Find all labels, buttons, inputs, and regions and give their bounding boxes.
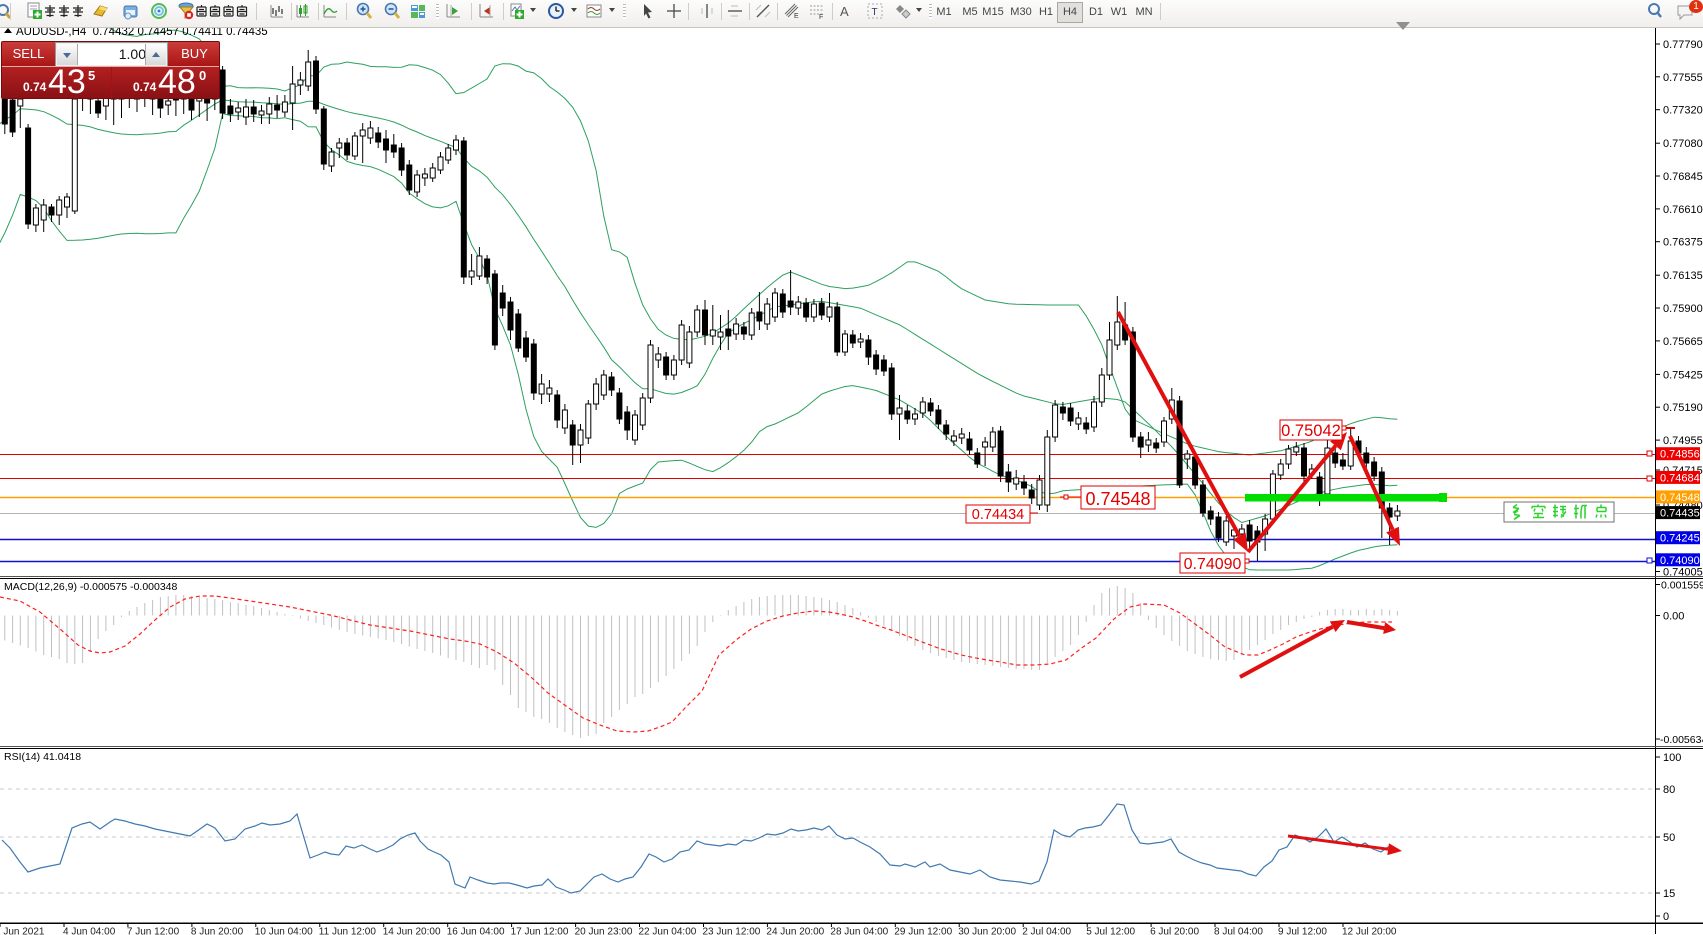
svg-text:0.74955: 0.74955 [1663, 435, 1703, 447]
svg-text:0.76375: 0.76375 [1663, 237, 1703, 249]
svg-text:50: 50 [1663, 832, 1675, 844]
svg-text:0.76610: 0.76610 [1663, 204, 1703, 216]
svg-text:9 Jul 12:00: 9 Jul 12:00 [1278, 927, 1327, 935]
svg-text:0.75665: 0.75665 [1663, 336, 1703, 348]
svg-text:0.74434: 0.74434 [972, 507, 1024, 523]
svg-text:0.74548: 0.74548 [1660, 492, 1700, 504]
svg-text:E: E [794, 13, 799, 20]
svg-text:0.77320: 0.77320 [1663, 105, 1703, 117]
svg-text:F: F [819, 14, 823, 20]
svg-text:16 Jun 04:00: 16 Jun 04:00 [447, 927, 505, 935]
svg-text:8 Jun 20:00: 8 Jun 20:00 [191, 927, 244, 935]
svg-text:RSI(14) 41.0418: RSI(14) 41.0418 [4, 751, 81, 763]
svg-text:11 Jun 12:00: 11 Jun 12:00 [319, 927, 377, 935]
svg-text:17 Jun 12:00: 17 Jun 12:00 [511, 927, 569, 935]
svg-text:0.77790: 0.77790 [1663, 39, 1703, 51]
svg-text:0.74548: 0.74548 [1085, 489, 1150, 509]
svg-text:MACD(12,26,9) -0.000575 -0.000: MACD(12,26,9) -0.000575 -0.000348 [4, 581, 178, 593]
svg-text:6 Jul 20:00: 6 Jul 20:00 [1150, 927, 1199, 935]
svg-text:AUDUSD-,H4 0.74432 0.74457 0.: AUDUSD-,H4 0.74432 0.74457 0.74411 0.744… [16, 26, 268, 38]
svg-text:12 Jul 20:00: 12 Jul 20:00 [1342, 927, 1397, 935]
svg-text:29 Jun 12:00: 29 Jun 12:00 [894, 927, 952, 935]
svg-text:22 Jun 04:00: 22 Jun 04:00 [639, 927, 697, 935]
svg-text:0: 0 [1663, 911, 1669, 923]
svg-text:0.75900: 0.75900 [1663, 303, 1703, 315]
svg-text:7 Jun 12:00: 7 Jun 12:00 [127, 927, 180, 935]
svg-text:10 Jun 04:00: 10 Jun 04:00 [255, 927, 313, 935]
svg-text:2 Jul 04:00: 2 Jul 04:00 [1022, 927, 1071, 935]
svg-text:0.74435: 0.74435 [1660, 508, 1700, 520]
svg-text:15: 15 [1663, 888, 1675, 900]
svg-text:2 Jun 2021: 2 Jun 2021 [0, 927, 45, 935]
svg-text:0.74005: 0.74005 [1663, 567, 1703, 579]
svg-text:30 Jun 20:00: 30 Jun 20:00 [958, 927, 1016, 935]
svg-text:-0.005634: -0.005634 [1660, 734, 1703, 746]
svg-text:0.74090: 0.74090 [1660, 555, 1700, 567]
svg-text:4 Jun 04:00: 4 Jun 04:00 [63, 927, 116, 935]
svg-text:0.76845: 0.76845 [1663, 171, 1703, 183]
svg-text:80: 80 [1663, 784, 1675, 796]
svg-text:14 Jun 20:00: 14 Jun 20:00 [383, 927, 441, 935]
svg-text:0.74856: 0.74856 [1660, 449, 1700, 461]
svg-text:0.74684: 0.74684 [1660, 472, 1700, 484]
svg-text:0.75042: 0.75042 [1281, 422, 1341, 440]
svg-text:20 Jun 23:00: 20 Jun 23:00 [575, 927, 633, 935]
svg-text:0.74245: 0.74245 [1660, 533, 1700, 545]
svg-text:0.77080: 0.77080 [1663, 138, 1703, 150]
svg-text:0.77555: 0.77555 [1663, 72, 1703, 84]
svg-text:100: 100 [1663, 752, 1681, 764]
svg-text:5 Jul 12:00: 5 Jul 12:00 [1086, 927, 1135, 935]
svg-text:23 Jun 12:00: 23 Jun 12:00 [703, 927, 761, 935]
svg-text:T: T [872, 7, 878, 18]
svg-text:24 Jun 20:00: 24 Jun 20:00 [766, 927, 824, 935]
svg-text:0.001559: 0.001559 [1661, 580, 1703, 592]
svg-text:0.75425: 0.75425 [1663, 369, 1703, 381]
svg-text:0.00: 0.00 [1663, 611, 1684, 623]
svg-text:28 Jun 04:00: 28 Jun 04:00 [830, 927, 888, 935]
svg-text:0.74090: 0.74090 [1184, 556, 1242, 573]
svg-text:8 Jul 04:00: 8 Jul 04:00 [1214, 927, 1263, 935]
svg-text:0.76135: 0.76135 [1663, 270, 1703, 282]
svg-text:0.75190: 0.75190 [1663, 402, 1703, 414]
